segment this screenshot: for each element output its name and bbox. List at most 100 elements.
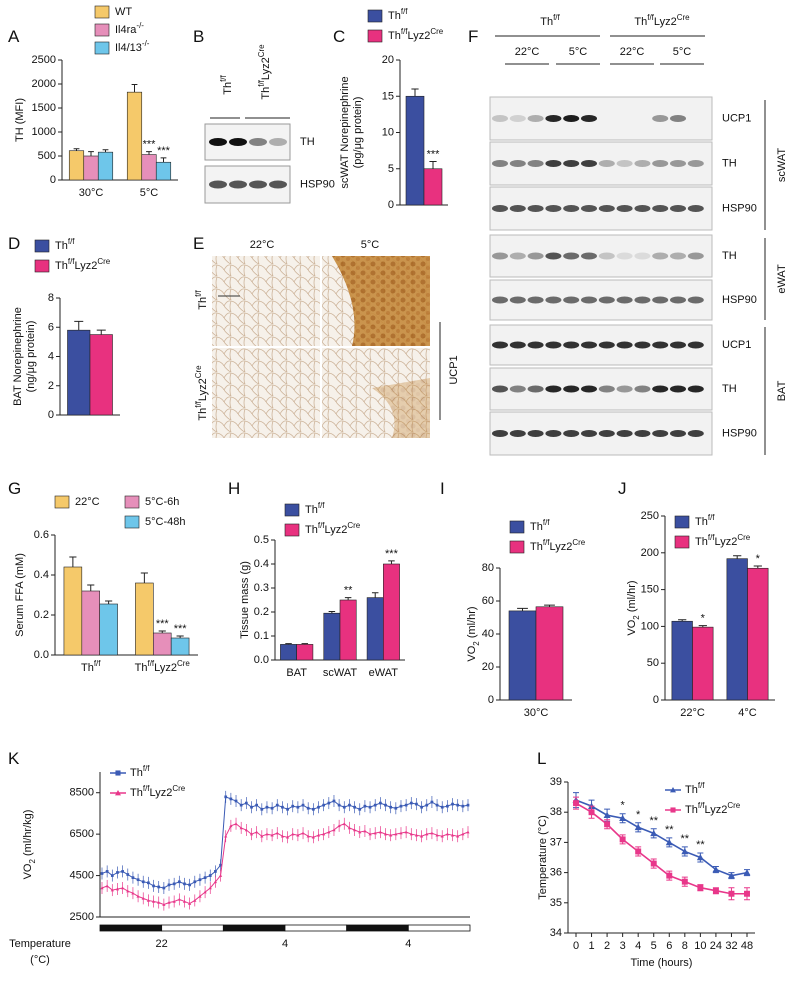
marker: [425, 803, 429, 807]
marker: [394, 832, 398, 836]
band: [598, 385, 615, 393]
marker: [404, 830, 408, 834]
error-bar: [158, 630, 166, 633]
significance: ***: [385, 548, 399, 560]
marker: [332, 799, 336, 803]
x-tick-label: 8: [682, 940, 688, 952]
y-axis-label: Tissue mass (g): [239, 561, 251, 639]
marker: [177, 880, 181, 884]
band: [229, 138, 247, 146]
marker: [435, 803, 439, 807]
band: [616, 205, 633, 212]
temperature-value: 4: [405, 938, 411, 950]
significance: *: [701, 613, 706, 625]
band: [670, 160, 686, 167]
band: [652, 385, 669, 393]
band: [670, 430, 686, 437]
marker: [456, 803, 460, 807]
significance: **: [681, 833, 690, 845]
row-label: TH: [722, 383, 737, 395]
legend-label: Thf/fLyz2Cre: [305, 521, 361, 536]
y-tick-label: 40: [482, 628, 494, 640]
band: [509, 430, 526, 437]
y-tick-label: 2500: [32, 54, 56, 66]
marker: [604, 821, 611, 828]
band: [563, 385, 580, 393]
x-tick-label: Thf/f: [81, 659, 101, 674]
marker: [188, 883, 191, 887]
legend-swatch: [54, 495, 70, 509]
marker: [665, 838, 673, 846]
bar: [155, 161, 172, 181]
panel-letter: J: [618, 479, 627, 498]
band: [509, 115, 526, 122]
band: [616, 296, 633, 304]
legend-label: Thf/fLyz2Cre: [530, 538, 586, 553]
band: [509, 205, 526, 212]
band: [581, 160, 597, 167]
marker: [167, 883, 171, 887]
x-tick-label: scWAT: [323, 667, 357, 679]
legend-swatch: [509, 540, 525, 554]
panel-letter: F: [468, 27, 478, 46]
marker: [379, 801, 382, 805]
significance: **: [696, 839, 705, 851]
marker: [131, 891, 135, 895]
y-axis-label: (ng/μg protein): [25, 321, 37, 393]
marker: [368, 832, 372, 836]
band: [581, 296, 597, 304]
band: [492, 430, 508, 437]
marker: [152, 884, 155, 888]
marker: [435, 833, 439, 837]
marker: [451, 802, 454, 806]
bar: [747, 567, 769, 701]
legend-label: Thf/f: [695, 513, 715, 528]
marker: [224, 795, 228, 799]
blot-frame: [489, 141, 713, 186]
marker: [430, 800, 434, 804]
legend-swatch: [367, 9, 383, 23]
marker: [588, 809, 595, 816]
marker: [670, 807, 676, 813]
legend-swatch: [284, 503, 300, 517]
band: [509, 252, 526, 260]
band: [670, 385, 686, 393]
y-tick-label: 0.6: [34, 529, 49, 541]
marker: [456, 834, 460, 838]
error-bar: [388, 560, 395, 564]
band: [652, 296, 669, 304]
band: [687, 385, 704, 393]
band: [269, 180, 287, 189]
marker: [208, 874, 212, 877]
band: [652, 430, 669, 437]
marker: [743, 869, 751, 876]
marker: [666, 872, 673, 879]
marker: [399, 804, 403, 808]
band: [616, 341, 633, 349]
band: [492, 385, 508, 393]
marker: [100, 886, 104, 890]
temperature-label: Temperature: [9, 938, 71, 950]
y-tick-label: 0.2: [34, 609, 49, 621]
band: [687, 160, 704, 167]
marker: [183, 882, 186, 886]
x-tick-label: 5: [651, 940, 657, 952]
legend-swatch: [124, 495, 140, 509]
marker: [146, 898, 150, 902]
y-axis-label: VO2 (ml/hr): [626, 580, 641, 635]
marker: [136, 878, 140, 882]
significance: **: [665, 824, 674, 836]
y-tick-label: 0: [488, 694, 494, 706]
marker: [286, 807, 289, 811]
stain-label: UCP1: [448, 355, 460, 384]
band: [563, 296, 580, 304]
y-tick-label: 0.4: [254, 558, 269, 570]
group-label: Thf/f: [540, 13, 560, 28]
x-tick-label: 1: [588, 940, 594, 952]
band: [634, 252, 651, 260]
marker: [363, 829, 367, 833]
error-bar: [102, 149, 109, 153]
marker: [218, 873, 223, 877]
legend-label: 5°C-6h: [145, 496, 179, 508]
band: [598, 296, 615, 304]
